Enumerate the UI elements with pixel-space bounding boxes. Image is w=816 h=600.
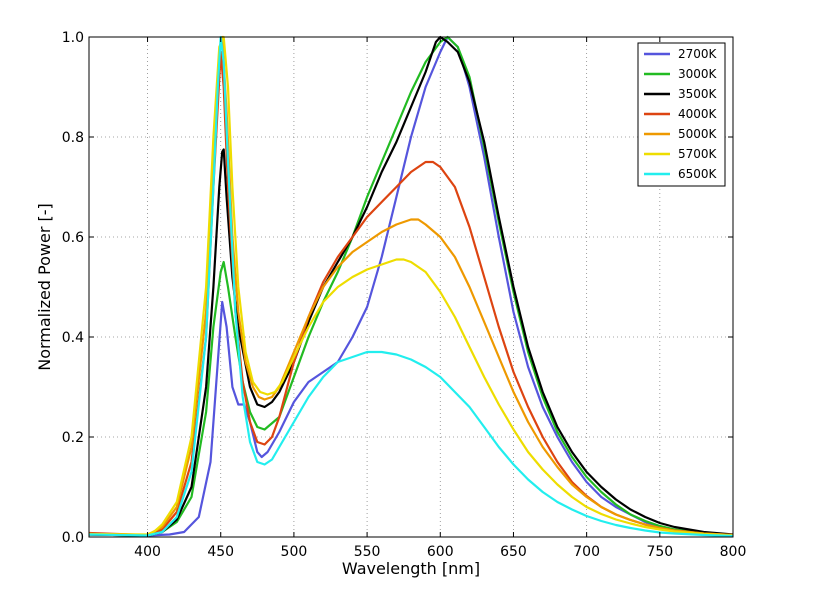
series-line-3500K bbox=[88, 35, 734, 537]
x-tick-label: 700 bbox=[573, 544, 600, 560]
y-tick-label: 0.4 bbox=[62, 330, 84, 346]
x-tick-label: 400 bbox=[134, 544, 161, 560]
y-tick-label: 0.6 bbox=[62, 230, 84, 246]
x-tick-label: 800 bbox=[720, 544, 747, 560]
series-lines bbox=[88, 35, 734, 538]
legend-label-5700K: 5700K bbox=[678, 147, 718, 161]
plot-frame bbox=[88, 36, 734, 538]
y-axis-label: Normalized Power [-] bbox=[35, 203, 54, 371]
x-tick-label: 600 bbox=[427, 544, 454, 560]
y-tick-labels: 0.0 0.2 0.4 0.6 0.8 1.0 bbox=[62, 30, 84, 546]
legend-label-3500K: 3500K bbox=[678, 87, 718, 101]
legend-label-2700K: 2700K bbox=[678, 47, 718, 61]
legend: 2700K 3000K 3500K 4000K 5000K 5700K 6500K bbox=[637, 42, 726, 187]
x-tick-label: 550 bbox=[354, 544, 381, 560]
y-tick-label: 0.0 bbox=[62, 530, 84, 546]
series-line-6500K bbox=[88, 35, 734, 538]
x-tick-label: 500 bbox=[281, 544, 308, 560]
legend-label-5000K: 5000K bbox=[678, 127, 718, 141]
y-tick-label: 0.8 bbox=[62, 130, 84, 146]
x-tick-label: 650 bbox=[500, 544, 527, 560]
legend-label-6500K: 6500K bbox=[678, 167, 718, 181]
y-tick-label: 0.2 bbox=[62, 430, 84, 446]
legend-label-4000K: 4000K bbox=[678, 107, 718, 121]
x-tick-labels: 400 450 500 550 600 650 700 750 800 bbox=[134, 544, 746, 560]
y-tick-label: 1.0 bbox=[62, 30, 84, 46]
x-tick-label: 450 bbox=[207, 544, 234, 560]
series-line-3000K bbox=[88, 35, 734, 537]
legend-label-3000K: 3000K bbox=[678, 67, 718, 81]
x-axis-label: Wavelength [nm] bbox=[342, 559, 480, 578]
axis-ticks bbox=[89, 36, 734, 538]
x-tick-label: 750 bbox=[646, 544, 673, 560]
series-line-2700K bbox=[88, 35, 734, 537]
